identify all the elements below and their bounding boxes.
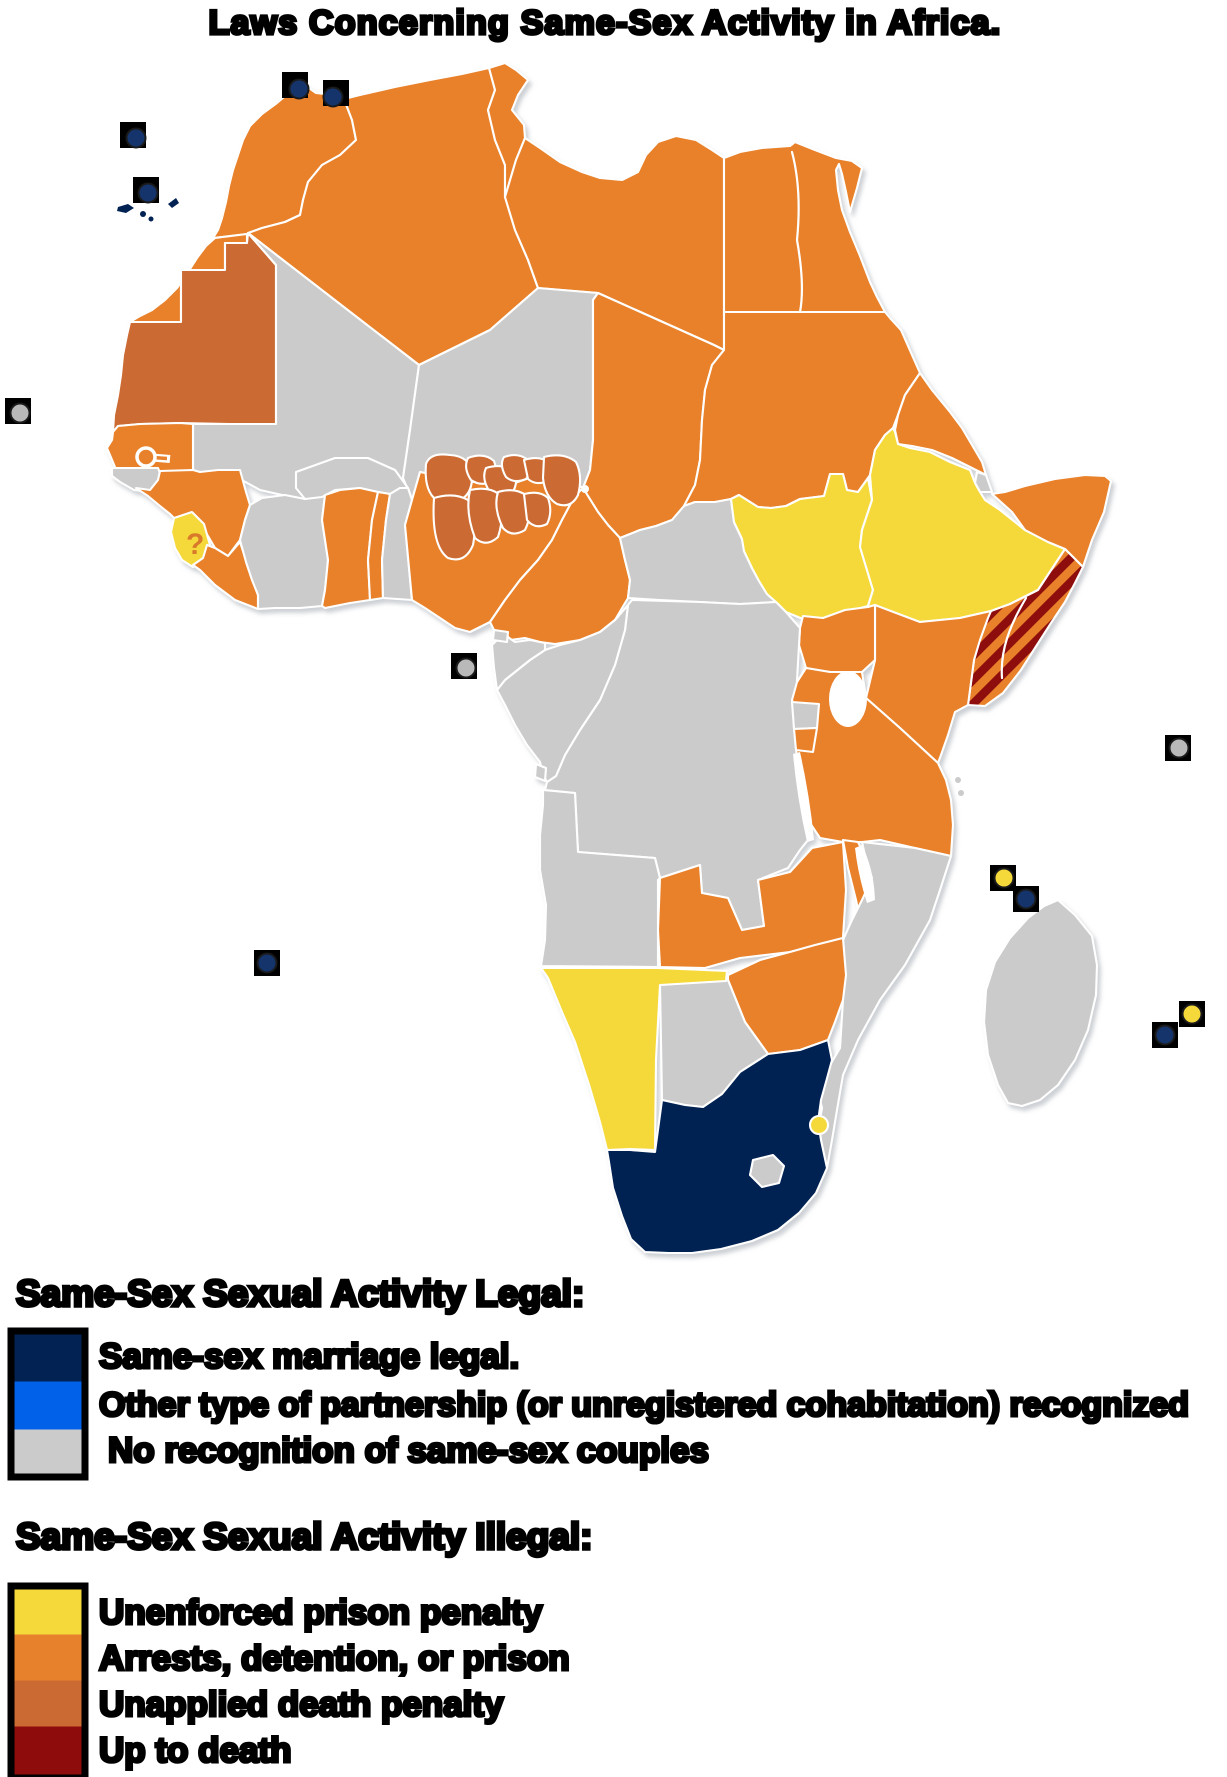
- svg-text:Laws Concerning Same-Sex Activ: Laws Concerning Same-Sex Activity in Afr…: [209, 4, 1002, 42]
- svg-text:Other type of partnership (or: Other type of partnership (or unregister…: [99, 1386, 1189, 1424]
- svg-text:Unenforced prison penalty: Unenforced prison penalty: [99, 1593, 543, 1632]
- svg-text:Same-Sex Sexual Activity Legal: Same-Sex Sexual Activity Legal:: [16, 1273, 584, 1314]
- svg-text:No recognition of same-sex cou: No recognition of same-sex couples: [108, 1431, 709, 1470]
- svg-text:?: ?: [186, 528, 204, 561]
- svg-text:Up to death: Up to death: [99, 1731, 291, 1770]
- svg-text:Same-sex marriage legal.: Same-sex marriage legal.: [99, 1337, 519, 1376]
- svg-text:Arrests, detention, or prison: Arrests, detention, or prison: [99, 1639, 570, 1678]
- svg-text:Unapplied death penalty: Unapplied death penalty: [99, 1685, 504, 1724]
- svg-text:Same-Sex Sexual Activity Illeg: Same-Sex Sexual Activity Illegal:: [16, 1516, 593, 1557]
